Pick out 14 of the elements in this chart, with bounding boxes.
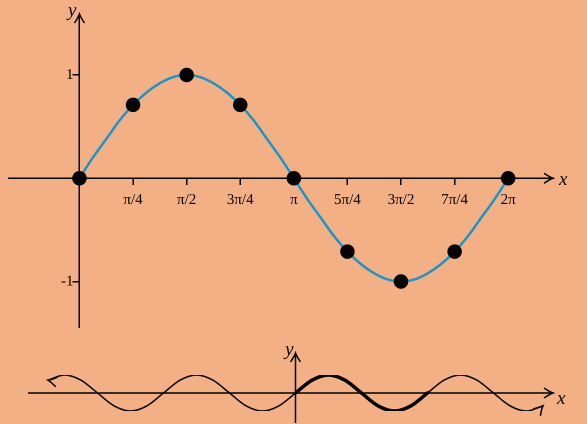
- x-tick-label: π/4: [123, 192, 144, 208]
- x-tick-label: π: [290, 192, 298, 208]
- y-tick-label: 1: [66, 66, 80, 83]
- x-tick-label: 3π/2: [388, 192, 414, 208]
- y-axis-title: y: [283, 339, 294, 360]
- x-axis-title: x: [556, 388, 566, 409]
- x-axis-title: x: [558, 169, 568, 190]
- x-tick-label: 7π/4: [441, 192, 468, 208]
- x-tick-label: 5π/4: [334, 192, 362, 208]
- x-tick-label: π/2: [177, 192, 196, 208]
- x-tick-label: 2π: [500, 192, 516, 208]
- y-tick-label: -1: [60, 273, 80, 290]
- x-tick-label: 3π/4: [226, 192, 254, 208]
- y-axis-title: y: [66, 0, 78, 21]
